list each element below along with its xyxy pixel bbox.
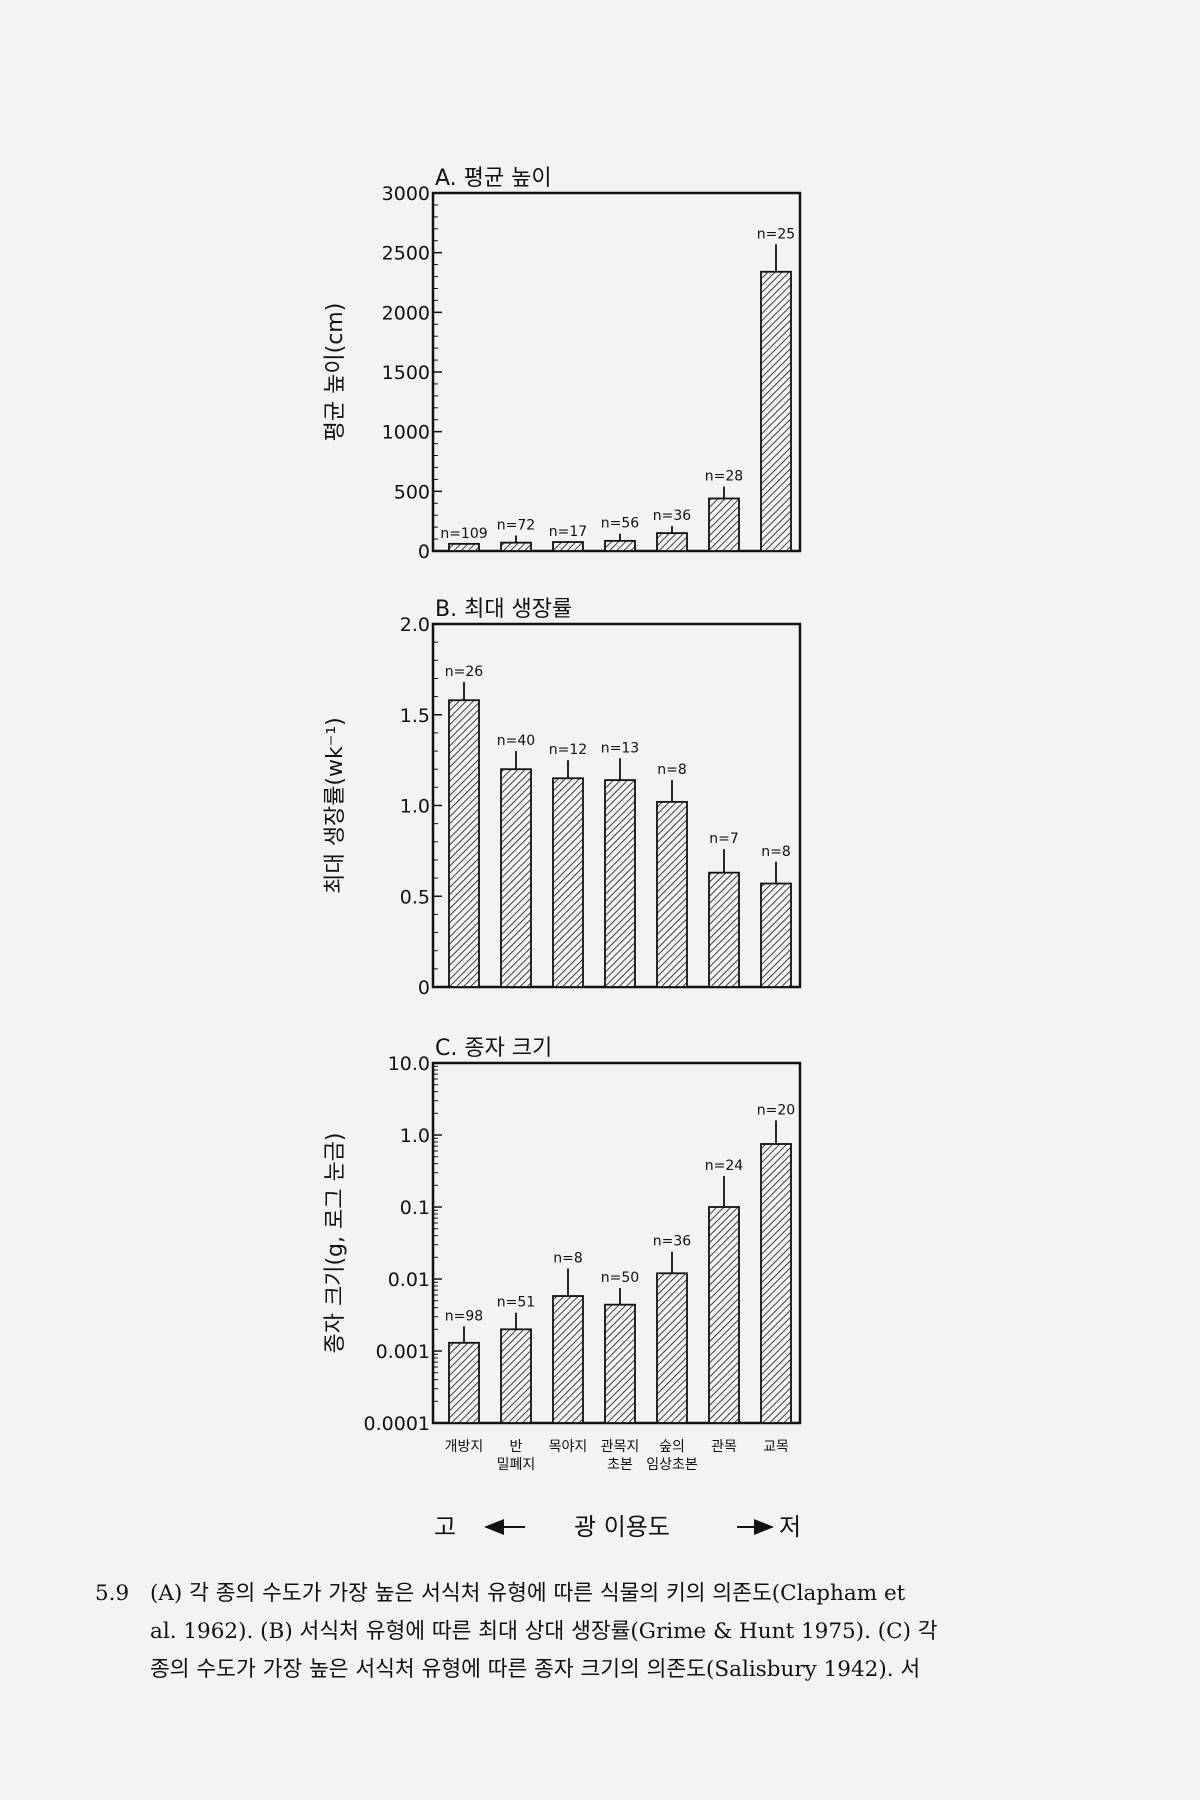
bar xyxy=(708,497,740,552)
caption-line: al. 1962). (B) 서식처 유형에 따른 최대 상대 생장률(Grim… xyxy=(150,1619,938,1644)
y-tick-label: 0.1 xyxy=(400,1197,430,1219)
x-category-label: 교목 xyxy=(763,1439,789,1455)
x-category-label: 관목지 xyxy=(601,1439,640,1455)
y-tick-label: 2.0 xyxy=(400,614,430,636)
y-tick-label: 0.0001 xyxy=(364,1413,430,1435)
n-label: n=36 xyxy=(653,508,692,524)
bar xyxy=(760,882,792,988)
y-tick-label: 0.5 xyxy=(400,886,430,908)
bar xyxy=(448,1341,480,1424)
n-label: n=8 xyxy=(657,762,687,778)
caption-number: 5.9 xyxy=(95,1581,130,1606)
y-tick-label: 500 xyxy=(394,481,430,503)
bar xyxy=(760,1143,792,1424)
y-tick-label: 1.5 xyxy=(400,705,430,727)
bar xyxy=(604,539,636,552)
bar xyxy=(500,541,532,552)
y-tick-label: 0 xyxy=(418,977,430,999)
bar xyxy=(552,777,584,988)
bar xyxy=(656,532,688,552)
n-label: n=13 xyxy=(601,740,639,756)
x-category-label: 초본 xyxy=(607,1457,633,1473)
y-tick-label: 0.01 xyxy=(388,1269,430,1291)
n-label: n=28 xyxy=(705,469,743,485)
bar xyxy=(656,1272,688,1424)
y-tick-label: 2000 xyxy=(382,302,430,324)
n-label: n=12 xyxy=(549,742,587,758)
x-category-label: 임상초본 xyxy=(646,1457,698,1473)
x-category-label: 밀폐지 xyxy=(497,1457,536,1473)
x-category-label: 관목 xyxy=(711,1439,737,1455)
x-category-label: 숲의 xyxy=(659,1439,685,1455)
bar xyxy=(604,1303,636,1424)
bar xyxy=(708,871,740,988)
y-axis-label: 평균 높이(cm) xyxy=(323,303,348,442)
bar xyxy=(604,779,636,988)
bar xyxy=(448,542,480,552)
y-tick-label: 0 xyxy=(418,541,430,563)
y-tick-label: 10.0 xyxy=(388,1053,430,1075)
y-tick-label: 1.0 xyxy=(400,1125,430,1147)
y-axis-label: 종자 크기(g, 로그 눈금) xyxy=(323,1132,348,1353)
plot-frame xyxy=(431,191,802,553)
n-label: n=40 xyxy=(497,733,535,749)
arrow-left-label: 고 xyxy=(434,1513,456,1541)
chart-title: C. 종자 크기 xyxy=(435,1036,552,1061)
y-tick-label: 3000 xyxy=(382,183,430,205)
y-tick-label: 1500 xyxy=(382,362,430,384)
arrow-axis-label: 광 이용도 xyxy=(574,1513,670,1541)
bar xyxy=(448,699,480,988)
n-label: n=17 xyxy=(549,524,587,540)
y-tick-label: 1.0 xyxy=(400,796,430,818)
n-label: n=98 xyxy=(445,1308,483,1324)
y-axis-label: 최대 생장률(wk⁻¹) xyxy=(323,717,348,894)
n-label: n=72 xyxy=(497,517,535,533)
arrow-right-label: 저 xyxy=(779,1513,801,1541)
n-label: n=25 xyxy=(757,226,795,242)
n-label: n=7 xyxy=(709,831,739,847)
n-label: n=24 xyxy=(705,1158,744,1174)
n-label: n=109 xyxy=(440,526,487,542)
x-category-label: 목야지 xyxy=(549,1439,588,1455)
chart-title: B. 최대 생장률 xyxy=(435,597,572,622)
bar xyxy=(656,800,688,988)
n-label: n=26 xyxy=(445,664,484,680)
bar xyxy=(708,1206,740,1424)
y-tick-label: 2500 xyxy=(382,243,430,265)
x-category-label: 반 xyxy=(510,1439,523,1455)
y-tick-label: 1000 xyxy=(382,422,430,444)
y-tick-label: 0.001 xyxy=(376,1341,430,1363)
n-label: n=50 xyxy=(601,1270,639,1286)
n-label: n=36 xyxy=(653,1234,692,1250)
bar xyxy=(500,768,532,988)
bar xyxy=(500,1328,532,1424)
chart-title: A. 평균 높이 xyxy=(435,166,552,191)
caption-line: (A) 각 종의 수도가 가장 높은 서식처 유형에 따른 식물의 키의 의존도… xyxy=(150,1581,906,1606)
n-label: n=56 xyxy=(601,516,640,532)
bar xyxy=(760,270,792,552)
bar xyxy=(552,1295,584,1424)
caption-line: 종의 수도가 가장 높은 서식처 유형에 따른 종자 크기의 의존도(Salis… xyxy=(150,1657,921,1682)
x-category-label: 개방지 xyxy=(445,1439,484,1455)
bar xyxy=(552,541,584,552)
n-label: n=20 xyxy=(757,1102,795,1118)
n-label: n=8 xyxy=(553,1250,583,1266)
n-label: n=51 xyxy=(497,1295,535,1311)
n-label: n=8 xyxy=(761,844,791,860)
